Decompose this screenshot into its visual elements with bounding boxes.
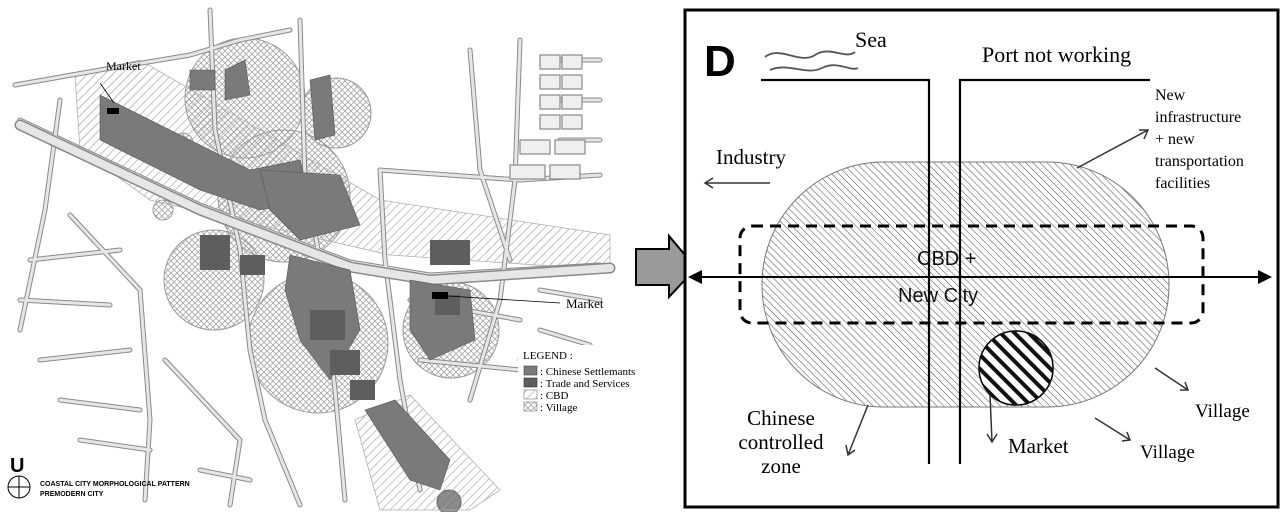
village-arrow-1-icon (1154, 367, 1190, 391)
infra-line-1: New (1155, 87, 1186, 104)
village-label-2: Village (1140, 442, 1195, 463)
market-marker-top (107, 108, 119, 114)
infrastructure-label: New infrastructure + new transportation … (1155, 87, 1244, 192)
village-label-1: Village (1195, 401, 1250, 422)
market-label: Market (1008, 434, 1069, 458)
new-city-label: New City (898, 285, 978, 307)
map-caption-line1: COASTAL CITY MORPHOLOGICAL PATTERN (40, 481, 190, 488)
infra-line-3: + new (1155, 131, 1195, 148)
village-arrow-2-icon (1094, 417, 1132, 442)
north-letter: U (10, 455, 24, 477)
map-market-label-right: Market (566, 296, 604, 311)
industry-label: Industry (716, 145, 786, 169)
market-marker-right (432, 292, 448, 299)
legend-swatch-trade (523, 377, 538, 388)
map-legend: LEGEND : : Chinese Settlemants : Trade a… (518, 345, 668, 425)
map-caption-line2: PREMODERN CITY (40, 491, 104, 498)
north-compass-icon (7, 475, 31, 499)
axis-arrowhead-right-icon (1258, 270, 1272, 284)
infra-arrow-icon (1076, 129, 1150, 169)
industry-arrow-icon (703, 177, 770, 189)
chinese-line-1: Chinese (747, 406, 815, 430)
map-market-label-top: Market (106, 59, 141, 73)
sea-waves-icon (764, 50, 859, 72)
new-city-zone (761, 161, 1170, 408)
diagram-panel: D Sea Port not working Industry New infr… (683, 8, 1280, 509)
chinese-zone-label: Chinese controlled zone (738, 406, 824, 478)
chinese-line-2: controlled (738, 430, 824, 454)
legend-title: LEGEND : (523, 350, 573, 362)
legend-item-cbd: : CBD (540, 390, 568, 402)
legend-item-trade: : Trade and Services (540, 378, 630, 390)
transition-arrow-icon (635, 233, 698, 300)
chinese-line-3: zone (761, 454, 801, 478)
port-line-right (958, 78, 1150, 464)
road-network (12, 7, 616, 508)
port-line-left (761, 78, 931, 464)
legend-swatch-village (523, 401, 538, 412)
infra-line-4: transportation (1155, 153, 1244, 170)
chinese-settlements (99, 59, 476, 491)
infra-line-2: infrastructure (1155, 109, 1241, 126)
sea-label: Sea (855, 27, 887, 52)
map-panel: Market Market LEGEND : : Chinese Settlem… (7, 7, 668, 512)
legend-item-village: : Village (540, 402, 577, 414)
chinese-zone-arrow-icon (845, 404, 869, 457)
legend-swatch-cbd (523, 389, 538, 400)
panel-letter: D (704, 37, 736, 86)
legend-item-settlements: : Chinese Settlemants (540, 366, 635, 378)
market-arrow-icon (986, 394, 998, 444)
cbd-dashed-box (738, 224, 1205, 325)
diagram-arrows (703, 129, 1190, 457)
infra-line-5: facilities (1155, 175, 1210, 192)
legend-swatch-settlements (523, 365, 538, 376)
trade-services (200, 235, 470, 400)
axis-arrowhead-left-icon (688, 270, 702, 284)
port-label: Port not working (982, 42, 1131, 67)
cbd-label: CBD + (917, 248, 976, 270)
